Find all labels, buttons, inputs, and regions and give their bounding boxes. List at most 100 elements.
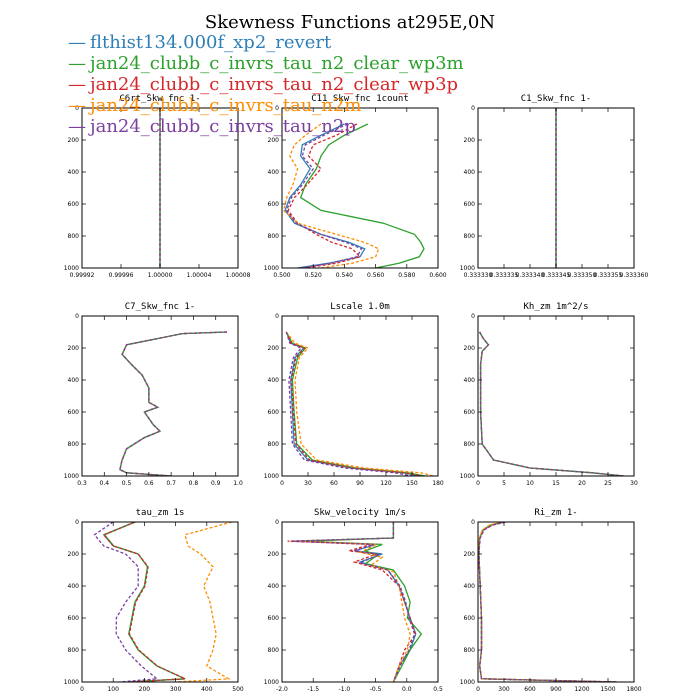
y-tick-label: 1000 xyxy=(460,265,475,272)
x-tick-label: 0.500 xyxy=(273,272,290,279)
x-tick-label: 1800 xyxy=(626,686,641,693)
x-tick-label: 0.4 xyxy=(100,480,110,487)
series-line-5 xyxy=(93,522,159,682)
y-tick-label: 0 xyxy=(75,105,79,112)
x-tick-label: 0.333335 xyxy=(490,272,519,279)
plot-frame xyxy=(281,521,439,683)
series-line-3 xyxy=(287,123,362,268)
plot-frame xyxy=(477,521,635,683)
y-tick-label: 800 xyxy=(68,233,80,240)
y-tick-label: 800 xyxy=(68,441,80,448)
y-tick-label: 200 xyxy=(68,551,80,558)
series-line-3 xyxy=(102,522,186,682)
legend-entry-3: jan24_clubb_c_invrs_tau_n2_clear_wp3p xyxy=(88,74,458,95)
x-tick-label: 200 xyxy=(139,686,151,693)
legend-entry-2: jan24_clubb_c_invrs_tau_n2_clear_wp3m xyxy=(88,53,464,74)
x-tick-label: 0.600 xyxy=(429,272,446,279)
y-tick-label: 800 xyxy=(464,441,476,448)
plot-frame xyxy=(81,315,239,477)
x-tick-label: 1.00000 xyxy=(148,272,173,279)
series-line-4 xyxy=(282,123,380,268)
y-tick-label: 800 xyxy=(268,647,280,654)
x-tick-label: 400 xyxy=(201,686,213,693)
plot-frame xyxy=(81,521,239,683)
panel-title: C11_Skw_fnc 1count xyxy=(311,94,409,104)
x-tick-label: 0 xyxy=(476,686,480,693)
y-tick-label: 400 xyxy=(464,377,476,384)
x-tick-label: 0.520 xyxy=(305,272,322,279)
panel-title: C7_Skw_fnc 1- xyxy=(125,302,195,312)
x-tick-label: -1.0 xyxy=(339,686,351,693)
x-tick-label: 0 xyxy=(280,480,284,487)
y-tick-label: 600 xyxy=(464,201,476,208)
y-tick-label: 200 xyxy=(268,137,280,144)
panel-title: Kh_zm 1m^2/s xyxy=(523,302,588,312)
y-tick-label: 0 xyxy=(75,519,79,526)
x-tick-label: 300 xyxy=(498,686,510,693)
y-tick-label: 400 xyxy=(68,377,80,384)
x-tick-label: 1.00004 xyxy=(187,272,212,279)
series-line-4 xyxy=(175,522,232,682)
y-tick-label: 800 xyxy=(464,233,476,240)
y-tick-label: 0 xyxy=(275,105,279,112)
y-tick-label: 0 xyxy=(275,313,279,320)
x-tick-label: 0.333340 xyxy=(516,272,545,279)
panel-title: tau_zm 1s xyxy=(136,508,185,518)
y-tick-label: 600 xyxy=(464,615,476,622)
series-line-5 xyxy=(285,331,413,476)
x-tick-label: 300 xyxy=(170,686,182,693)
y-tick-label: 600 xyxy=(268,615,280,622)
x-tick-label: 20 xyxy=(578,480,586,487)
x-tick-label: 0.560 xyxy=(367,272,384,279)
x-tick-label: 600 xyxy=(524,686,536,693)
figure-title: Skewness Functions at295E,0N xyxy=(205,12,495,33)
legend-marker: — xyxy=(68,32,86,53)
series-line-1 xyxy=(478,522,617,682)
panel-title: Skw_velocity 1m/s xyxy=(314,508,406,518)
x-tick-label: 25 xyxy=(604,480,612,487)
legend-marker: — xyxy=(68,53,86,74)
y-tick-label: 600 xyxy=(68,201,80,208)
series-line-3 xyxy=(479,331,624,476)
x-tick-label: 90 xyxy=(356,480,364,487)
y-tick-label: 200 xyxy=(268,345,280,352)
y-tick-label: 0 xyxy=(471,105,475,112)
x-tick-label: 10 xyxy=(526,480,534,487)
series-line-3 xyxy=(287,522,417,682)
x-tick-label: 900 xyxy=(550,686,562,693)
x-tick-label: 0.0 xyxy=(402,686,412,693)
legend-marker: — xyxy=(68,116,86,137)
legend: — flthist134.000f_xp2_revert— jan24_clubb_… xyxy=(68,32,464,137)
series-line-5 xyxy=(119,331,227,476)
x-tick-label: 1.00008 xyxy=(226,272,251,279)
y-tick-label: 600 xyxy=(268,409,280,416)
y-tick-label: 1000 xyxy=(64,679,79,686)
series-line-1 xyxy=(293,522,417,682)
series-line-3 xyxy=(119,331,227,476)
panel-title: C6rt_Skw_fnc 1- xyxy=(119,94,200,104)
y-tick-label: 600 xyxy=(464,409,476,416)
series-line-2 xyxy=(479,331,624,476)
legend-entry-4: jan24_clubb_c_invrs_tau_n2m xyxy=(88,95,361,116)
panel-8: Skw_velocity 1m/s 0 200 400 600 800 1000-2.0 -1… xyxy=(264,508,443,693)
y-tick-label: 800 xyxy=(68,647,80,654)
x-tick-label: 0.6 xyxy=(144,480,154,487)
y-tick-label: 800 xyxy=(464,647,476,654)
y-tick-label: 0 xyxy=(471,519,475,526)
series-line-1 xyxy=(119,331,227,476)
y-tick-label: 400 xyxy=(68,169,80,176)
y-tick-label: 200 xyxy=(464,345,476,352)
panel-title: C1_Skw_fnc 1- xyxy=(521,94,591,104)
y-tick-label: 0 xyxy=(75,313,79,320)
x-tick-label: 0.99996 xyxy=(109,272,134,279)
x-tick-label: 0 xyxy=(80,686,84,693)
series-line-1 xyxy=(479,331,624,476)
x-tick-label: 30 xyxy=(630,480,638,487)
x-tick-label: 500 xyxy=(232,686,244,693)
x-tick-label: -0.5 xyxy=(370,686,382,693)
series-line-4 xyxy=(478,522,617,682)
